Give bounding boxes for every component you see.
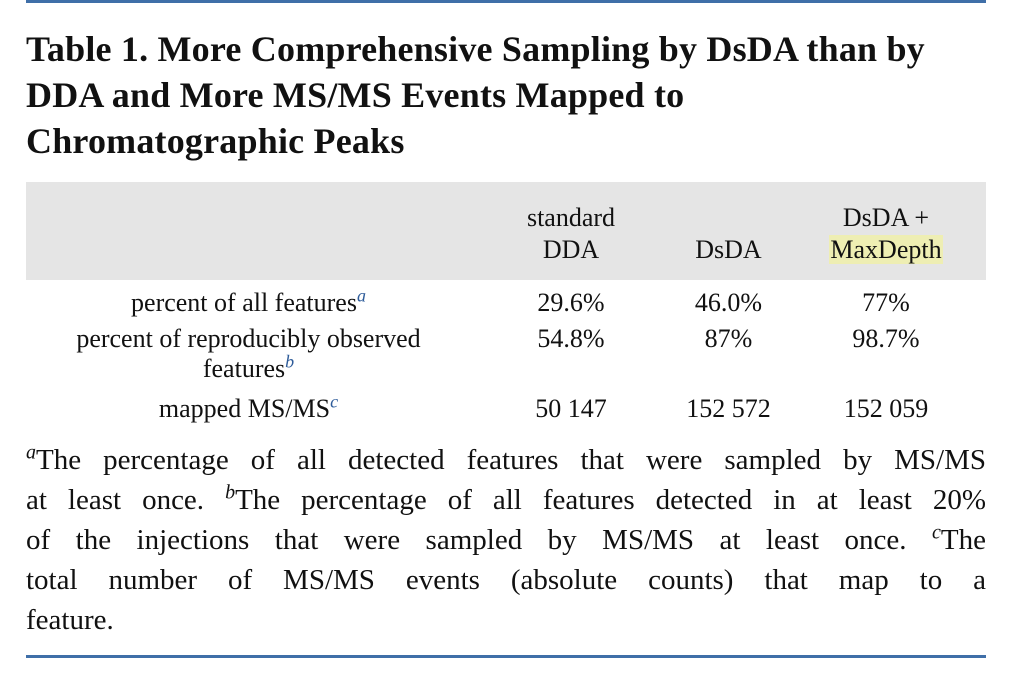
table-title-line-2: DDA and More MS/MS Events Mapped to [26, 75, 685, 115]
footnote-text: The percentage of all features detected … [235, 484, 986, 516]
table-header-row: standard DDA DsDA DsDA + MaxDepth [26, 182, 986, 280]
header-standard-dda-line-2: DDA [542, 235, 600, 264]
cell-dsda-maxdepth: 77% [862, 288, 910, 317]
footnote-line-1: aThe percentage of all detected features… [26, 440, 986, 480]
table-row: percent of all featuresa 29.6% 46.0% 77% [26, 280, 986, 324]
footnote-line-2: at least once. bThe percentage of all fe… [26, 480, 986, 520]
data-table: standard DDA DsDA DsDA + MaxDepth percen… [26, 182, 986, 430]
row-label-text-line-2: features [202, 354, 286, 383]
row-label: percent of reproducibly observed features… [26, 324, 471, 394]
table-title: Table 1. More Comprehensive Sampling by … [26, 26, 986, 164]
footnote-line-4: total number of MS/MS events (absolute c… [26, 560, 986, 600]
footnote-text: feature. [26, 604, 114, 636]
cell-dsda-maxdepth: 152 059 [843, 394, 929, 423]
row-label-text: percent of all features [131, 288, 357, 317]
footnote-marker-b: b [285, 351, 295, 372]
cell-standard-dda: 54.8% [537, 324, 605, 353]
footnote-marker-a: a [356, 285, 366, 306]
header-standard-dda-line-1: standard [526, 203, 616, 232]
top-rule [26, 0, 986, 3]
footnote-line-3: of the injections that were sampled by M… [26, 520, 986, 560]
header-dsda-maxdepth: DsDA + MaxDepth [786, 182, 986, 280]
footnote-marker-c: c [330, 391, 339, 412]
table-title-line-3: Chromatographic Peaks [26, 121, 405, 161]
header-dsda-label: DsDA [695, 235, 762, 264]
cell-dsda: 152 572 [686, 394, 771, 423]
footnote-marker-c: c [932, 521, 941, 544]
cell-standard-dda: 50 147 [535, 394, 607, 423]
footnote-text: at least once. [26, 484, 226, 516]
bottom-rule [26, 655, 986, 658]
cell-standard-dda: 29.6% [537, 288, 605, 317]
row-label-text: mapped MS/MS [158, 394, 331, 423]
header-dsda-maxdepth-line-1: DsDA + [842, 203, 930, 232]
row-label: mapped MS/MSc [26, 391, 471, 430]
footnote-text: total number of MS/MS events (absolute c… [26, 564, 986, 596]
table-row: mapped MS/MSc 50 147 152 572 152 059 [26, 391, 986, 430]
row-label-text: percent of reproducibly observed [76, 324, 421, 353]
header-empty-cell [26, 182, 471, 280]
footnote-marker-a: a [26, 441, 36, 464]
row-label: percent of all featuresa [26, 280, 471, 324]
table-title-line-1: Table 1. More Comprehensive Sampling by … [26, 29, 925, 69]
header-dsda: DsDA [671, 182, 786, 280]
table-row: percent of reproducibly observed features… [26, 324, 986, 394]
header-maxdepth-highlight: MaxDepth [829, 235, 943, 264]
footnote-text: The percentage of all detected features … [36, 444, 986, 476]
header-standard-dda: standard DDA [471, 182, 671, 280]
cell-dsda: 87% [704, 324, 753, 353]
footnote-line-5: feature. [26, 600, 986, 640]
footnote-text: of the injections that were sampled by M… [26, 524, 933, 556]
table-footnotes: aThe percentage of all detected features… [26, 440, 986, 640]
footnote-marker-b: b [225, 481, 236, 504]
cell-dsda-maxdepth: 98.7% [852, 324, 920, 353]
cell-dsda: 46.0% [694, 288, 763, 317]
footnote-text: The [940, 524, 986, 556]
